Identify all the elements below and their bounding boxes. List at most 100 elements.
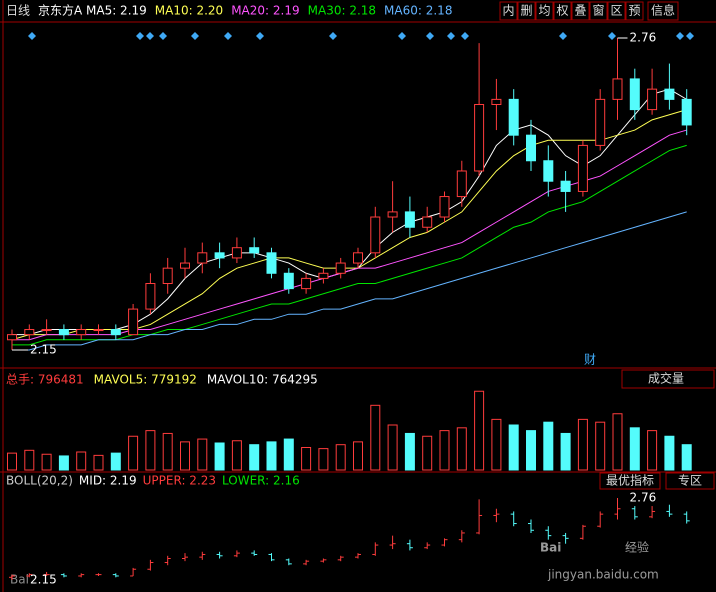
indicator-button[interactable] [665,472,715,490]
toolbar-button[interactable] [517,1,536,21]
volume-bar [456,427,467,471]
candle-body [595,98,606,146]
event-marker[interactable] [146,32,154,40]
toolbar-button[interactable] [607,1,626,21]
boll-legend: MID: 2.19 [79,474,137,488]
volume-bar [664,435,675,471]
toolbar-button-label: 信息 [651,3,675,18]
event-marker[interactable] [191,32,199,40]
volume-bar [370,404,381,471]
event-marker[interactable] [559,32,567,40]
volume-bar [560,432,571,471]
volume-bar [249,444,260,471]
volume-bar [526,430,536,471]
candle-body [24,329,35,336]
event-marker[interactable] [447,32,455,40]
toolbar-button-label: 均 [538,4,550,18]
stock-name: 京东方A [38,3,83,18]
ma-legend: MA60: 2.18 [384,4,452,18]
indicator-button-label: 最优指标 [606,473,654,488]
candle-body [526,134,536,162]
candle-body [58,329,69,336]
candle-body [335,262,346,274]
event-marker[interactable] [224,32,232,40]
indicator-selector[interactable] [621,369,715,389]
candle-body [647,88,658,111]
event-marker[interactable] [329,32,337,40]
boll-legend: LOWER: 2.16 [222,474,300,488]
event-marker[interactable] [398,32,406,40]
candle-body [456,170,467,198]
candle-body [491,98,502,105]
candle-body [353,252,363,264]
volume-bar [214,442,225,471]
event-marker[interactable] [426,32,434,40]
ma-legend: MA5: 2.19 [86,4,147,18]
period: 日线 [6,4,30,18]
toolbar-button[interactable] [535,1,554,21]
ma-line [11,109,687,341]
volume-bar [93,454,104,471]
candle-body [681,98,692,126]
event-marker[interactable] [256,32,264,40]
toolbar-button[interactable] [589,1,608,21]
candle-body [180,262,190,269]
volume-bar [7,452,17,471]
event-marker[interactable] [136,32,144,40]
toolbar-button[interactable] [499,1,518,21]
candle-body [41,329,52,332]
candle-body [128,308,139,336]
candle-body [145,283,156,310]
candle-body [110,329,121,336]
candle-body [301,277,312,290]
indicator-button-label: 专区 [678,473,702,488]
event-marker[interactable] [676,32,684,40]
min-label: 2.15 [30,343,57,357]
volume-bar [24,449,35,471]
event-marker[interactable] [608,32,616,40]
volume-bar [595,421,606,471]
volume-bar [110,452,121,471]
volume-bar [41,453,52,471]
volume-bar [335,444,346,471]
toolbar-button[interactable] [571,1,590,21]
toolbar-button[interactable] [625,1,644,21]
volume-bar [629,427,640,471]
watermark-logo: Bai [540,541,561,555]
event-marker[interactable] [28,32,36,40]
watermark-url: jingyan.baidu.com [547,568,659,582]
candle-body [474,103,485,172]
toolbar-button-label: 删 [520,4,532,18]
volume-bar [404,432,415,471]
event-marker[interactable] [461,32,469,40]
candle-body [76,329,87,336]
toolbar-button-label: 区 [610,4,622,18]
event-marker[interactable] [686,32,694,40]
toolbar-button-label: 窗 [592,4,604,18]
candle-body [214,252,225,259]
volume-bar [58,455,69,471]
max-label: 2.76 [630,31,657,45]
volume-bar [647,430,658,471]
watermark-logo: Bai [10,573,29,587]
candle-body [283,272,294,290]
toolbar-button[interactable] [647,1,679,21]
toolbar-button-label: 权 [556,4,568,18]
event-marker[interactable] [159,32,167,40]
candle-body [543,160,554,182]
candle-body [629,78,640,111]
finance-annotation[interactable]: 财 [584,353,596,367]
indicator-button[interactable] [599,472,661,490]
candle-body [387,211,398,218]
candle-body [249,247,260,254]
volume-bar [318,448,329,471]
volume-bar [162,432,173,471]
toolbar-button[interactable] [553,1,572,21]
candle-body [197,252,208,264]
volume-bar [681,444,692,471]
volume-legend: MAVOL5: 779192 [94,373,197,387]
volume-bar [266,441,277,471]
volume-bar [301,447,312,471]
